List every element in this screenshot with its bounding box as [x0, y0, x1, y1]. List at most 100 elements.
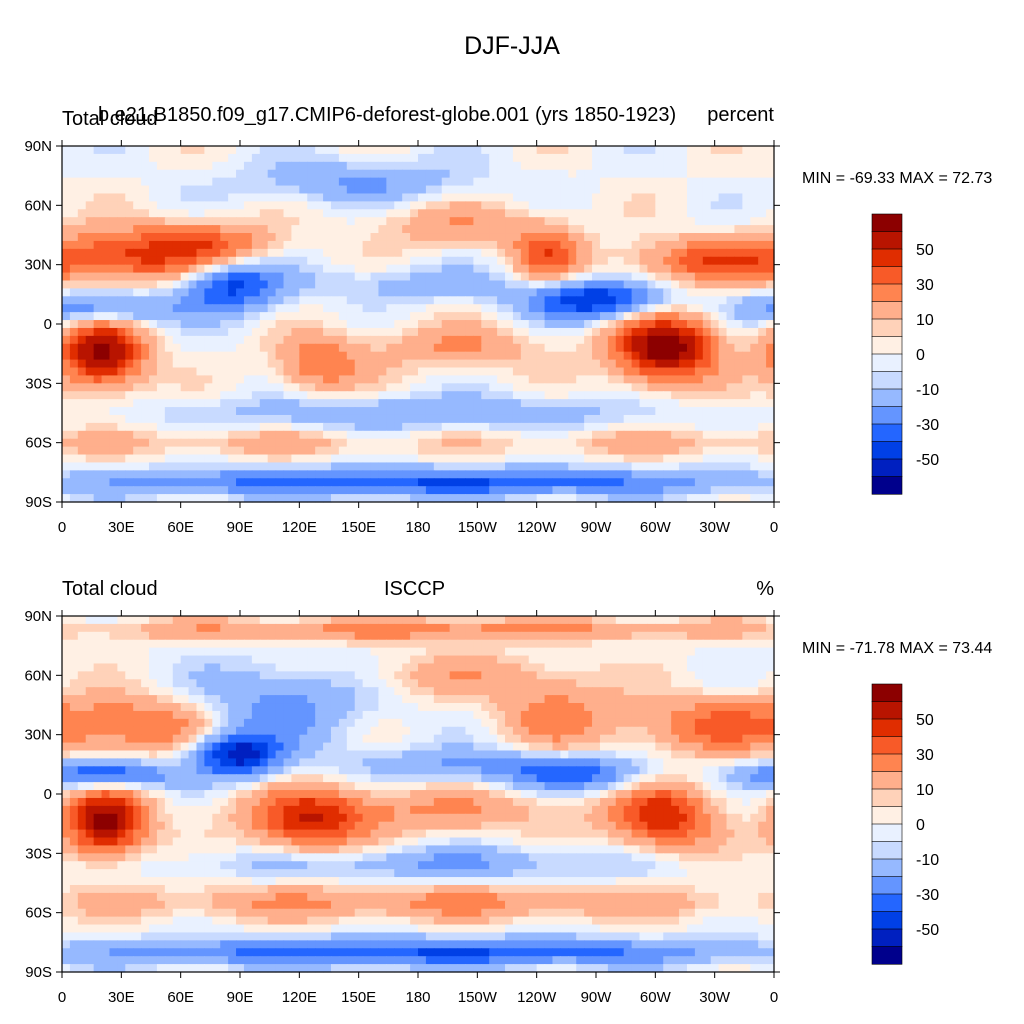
field-cell	[655, 296, 664, 305]
field-cell	[354, 486, 364, 495]
field-cell	[410, 304, 419, 313]
field-cell	[101, 647, 111, 657]
field-cell	[489, 248, 498, 258]
field-cell	[69, 391, 79, 400]
field-cell	[164, 169, 174, 179]
field-cell	[647, 351, 656, 361]
field-cell	[742, 335, 751, 345]
field-cell	[228, 217, 237, 226]
field-cell	[766, 296, 775, 305]
field-cell	[77, 367, 87, 377]
field-cell	[330, 430, 340, 440]
field-cell	[497, 375, 506, 384]
field-cell	[441, 399, 451, 408]
field-cell	[164, 320, 174, 329]
field-cell	[647, 264, 656, 274]
field-cell	[481, 655, 490, 665]
field-cell	[291, 375, 300, 384]
field-cell	[109, 161, 118, 171]
field-cell	[576, 185, 585, 195]
field-cell	[109, 177, 118, 187]
field-cell	[473, 655, 482, 665]
field-cell	[615, 177, 625, 187]
field-cell	[679, 161, 688, 171]
field-cell	[85, 193, 95, 202]
field-cell	[623, 201, 633, 210]
field-cell	[330, 407, 340, 416]
field-cell	[599, 391, 609, 400]
field-cell	[125, 616, 134, 625]
field-cell	[386, 454, 395, 464]
field-cell	[283, 288, 293, 297]
field-cell	[283, 296, 293, 305]
field-cell	[299, 296, 308, 305]
field-cell	[283, 185, 293, 195]
field-cell	[236, 201, 245, 210]
field-cell	[204, 217, 213, 226]
field-cell	[655, 288, 664, 297]
field-cell	[726, 478, 736, 487]
field-cell	[679, 312, 688, 321]
field-cell	[449, 193, 459, 202]
field-cell	[473, 185, 482, 195]
field-cell	[283, 383, 293, 392]
field-cell	[750, 280, 759, 289]
field-cell	[188, 272, 198, 282]
field-cell	[489, 264, 498, 274]
field-cell	[686, 169, 696, 179]
field-cell	[639, 494, 649, 503]
field-cell	[584, 225, 593, 234]
field-cell	[259, 430, 269, 440]
field-cell	[307, 177, 316, 187]
field-cell	[505, 494, 514, 503]
field-cell	[512, 233, 522, 242]
field-cell	[402, 327, 411, 337]
field-cell	[584, 679, 593, 688]
field-cell	[441, 494, 451, 503]
field-cell	[710, 639, 720, 649]
field-cell	[742, 454, 751, 464]
field-cell	[315, 248, 324, 258]
field-cell	[85, 671, 95, 680]
field-cell	[425, 161, 435, 171]
field-cell	[394, 359, 403, 369]
field-cell	[473, 327, 482, 337]
field-cell	[125, 327, 134, 337]
field-cell	[156, 359, 166, 369]
field-cell	[117, 679, 126, 688]
field-cell	[125, 359, 134, 369]
field-cell	[204, 359, 213, 369]
field-cell	[259, 639, 269, 649]
field-cell	[481, 351, 490, 361]
field-cell	[607, 494, 617, 503]
field-cell	[528, 312, 538, 321]
field-cell	[465, 193, 474, 202]
field-cell	[243, 655, 253, 665]
field-cell	[441, 647, 451, 657]
field-cell	[473, 616, 482, 625]
field-cell	[710, 233, 720, 242]
field-cell	[623, 161, 633, 171]
field-cell	[584, 304, 593, 313]
field-cell	[402, 679, 411, 688]
field-cell	[172, 288, 182, 297]
field-cell	[552, 272, 561, 282]
field-cell	[220, 256, 229, 266]
field-cell	[599, 375, 609, 384]
field-cell	[726, 623, 736, 633]
field-cell	[378, 663, 387, 672]
field-cell	[425, 454, 435, 464]
field-cell	[607, 478, 617, 487]
field-cell	[655, 494, 664, 503]
field-cell	[62, 209, 71, 218]
field-cell	[243, 209, 253, 218]
field-cell	[101, 375, 111, 384]
field-cell	[307, 399, 316, 408]
field-cell	[69, 671, 79, 680]
field-cell	[512, 663, 522, 672]
field-cell	[647, 430, 656, 440]
field-cell	[615, 146, 625, 155]
field-cell	[449, 407, 459, 416]
field-cell	[505, 631, 514, 641]
field-cell	[520, 422, 530, 432]
